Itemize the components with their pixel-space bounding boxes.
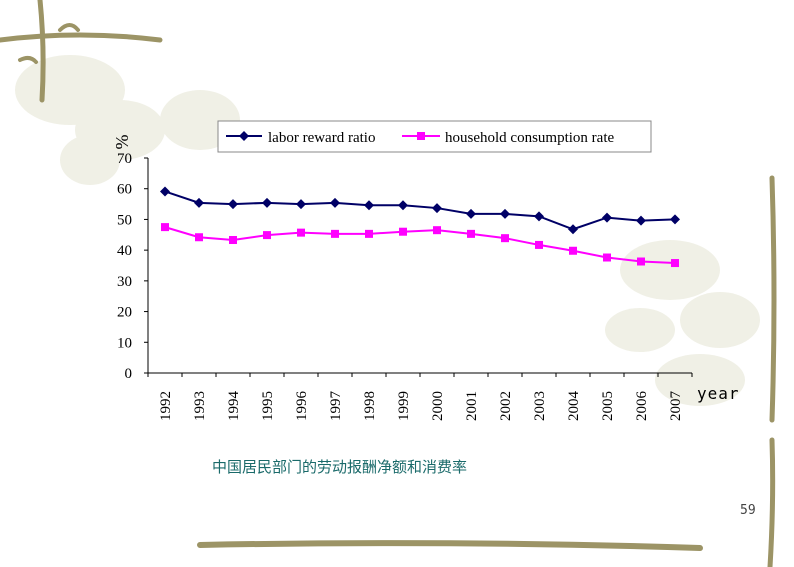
series-household-consumption-rate [161, 223, 679, 268]
y-tick-label: 50 [117, 212, 132, 228]
data-point-square [331, 229, 339, 238]
data-point-diamond [568, 224, 578, 235]
y-tick-label: 10 [117, 335, 132, 351]
x-tick-label: 1992 [158, 391, 174, 421]
series-line [164, 190, 676, 231]
data-point-diamond [432, 203, 442, 214]
data-point-square [671, 259, 679, 268]
data-point-diamond [636, 215, 646, 226]
data-point-diamond [228, 199, 238, 210]
data-point-square [195, 233, 203, 242]
data-point-square [229, 236, 237, 245]
y-tick-label: 60 [117, 182, 132, 198]
data-point-square [433, 226, 441, 235]
y-tick-label: 0 [125, 366, 133, 382]
x-tick-label: 2004 [566, 391, 582, 422]
y-axis-ticks: 0 10 20 30 40 50 60 70 [117, 151, 148, 382]
x-tick-label: 2001 [464, 391, 480, 421]
x-axis-ticks: 1992 1993 1994 1995 1996 1997 1998 1999 2000 2001… [147, 373, 693, 422]
x-tick-label: 1996 [294, 391, 310, 422]
data-point-square [501, 234, 509, 243]
y-tick-label: 20 [117, 305, 132, 321]
x-tick-label: 2005 [600, 391, 616, 421]
data-point-diamond [194, 197, 204, 208]
legend: labor reward ratio household consumption… [217, 120, 652, 153]
data-point-diamond [398, 200, 408, 211]
x-tick-label: 2007 [668, 391, 684, 422]
vine-frame-top [0, 0, 163, 103]
data-point-square [263, 231, 271, 240]
data-point-diamond [466, 208, 476, 219]
x-tick-label: 2002 [498, 391, 514, 421]
data-point-square [161, 223, 169, 232]
legend-entry-consumption: household consumption rate [402, 130, 614, 146]
legend-label: labor reward ratio [268, 130, 375, 146]
vine-frame-right [767, 175, 777, 567]
data-point-diamond [534, 211, 544, 222]
data-point-square [399, 227, 407, 236]
vine-frame-bottom [197, 540, 703, 551]
data-point-square [365, 229, 373, 238]
x-tick-label: 1995 [260, 391, 276, 421]
series-line [164, 226, 676, 265]
x-axis-label: year [697, 384, 740, 403]
legend-label: household consumption rate [445, 130, 614, 146]
data-point-square [603, 253, 611, 262]
y-tick-label: 30 [117, 274, 132, 290]
legend-diamond-marker [239, 131, 249, 141]
data-point-diamond [500, 208, 510, 219]
x-tick-label: 1997 [328, 391, 344, 422]
x-tick-label: 1998 [362, 391, 378, 421]
data-point-diamond [160, 186, 170, 197]
x-tick-label: 2006 [634, 391, 650, 422]
y-tick-label: 40 [117, 243, 132, 259]
y-tick-label: 70 [117, 151, 132, 167]
data-point-square [297, 228, 305, 237]
data-point-square [569, 246, 577, 255]
legend-entry-labor: labor reward ratio [226, 130, 375, 146]
series-labor-reward-ratio [160, 186, 680, 235]
data-series [160, 186, 680, 268]
data-point-square [467, 229, 475, 238]
page-number: 59 [740, 503, 756, 518]
data-point-square [637, 257, 645, 266]
data-point-diamond [670, 214, 680, 225]
faded-flower-decoration [15, 55, 760, 406]
data-point-diamond [262, 197, 272, 208]
x-tick-label: 1993 [192, 391, 208, 421]
data-point-diamond [602, 212, 612, 223]
x-tick-label: 2000 [430, 391, 446, 421]
x-tick-label: 1999 [396, 391, 412, 421]
slide-caption: 中国居民部门的劳动报酬净额和消费率 [212, 458, 468, 476]
y-axis-label: % [112, 135, 132, 150]
x-tick-label: 2003 [532, 391, 548, 421]
legend-box [217, 120, 652, 153]
data-point-diamond [296, 199, 306, 210]
data-point-diamond [364, 200, 374, 211]
data-point-square [535, 240, 543, 249]
x-tick-label: 1994 [226, 391, 242, 422]
legend-square-marker [417, 132, 425, 140]
data-point-diamond [330, 197, 340, 208]
